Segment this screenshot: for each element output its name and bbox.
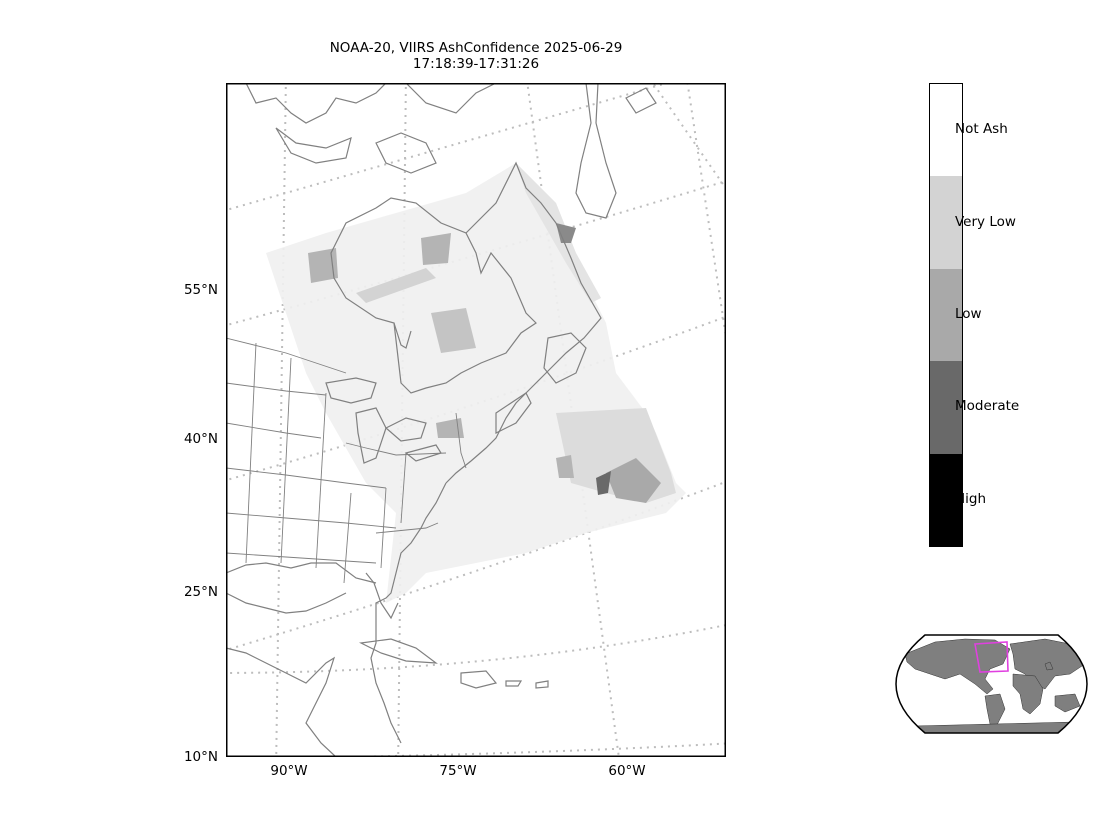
map-border [226, 83, 726, 757]
legend-label-not-ash: Not Ash [955, 121, 1008, 137]
coastlines [226, 83, 657, 757]
lon-tick-label: 60°W [608, 763, 646, 779]
colorbar-segment-high [930, 454, 962, 546]
main-map [226, 83, 726, 757]
ash-confidence-colorbar [929, 83, 963, 547]
legend-label-high: High [955, 491, 987, 507]
lat-tick-label: 10°N [183, 749, 218, 765]
lon-tick-label: 75°W [439, 763, 477, 779]
inset-world-map [895, 634, 1088, 734]
map-title-line2: 17:18:39-17:31:26 [412, 56, 540, 72]
lat-tick-label: 40°N [183, 431, 218, 447]
colorbar-segment-very-low [930, 176, 962, 269]
inset-region-box [974, 641, 1009, 673]
lat-tick-label: 25°N [183, 584, 218, 600]
inset-outline [895, 634, 1088, 734]
colorbar-segment-not-ash [930, 84, 962, 176]
lon-tick-label: 90°W [270, 763, 308, 779]
state-borders [226, 337, 467, 584]
colorbar-segment-moderate [930, 361, 962, 454]
map-title-line1: NOAA-20, VIIRS AshConfidence 2025-06-29 [329, 40, 623, 56]
legend-label-low: Low [955, 306, 982, 322]
legend-label-very-low: Very Low [955, 214, 1016, 230]
inset-land [904, 638, 1086, 733]
lat-tick-label: 55°N [183, 282, 218, 298]
legend-label-moderate: Moderate [955, 398, 1020, 414]
colorbar-segment-low [930, 269, 962, 361]
